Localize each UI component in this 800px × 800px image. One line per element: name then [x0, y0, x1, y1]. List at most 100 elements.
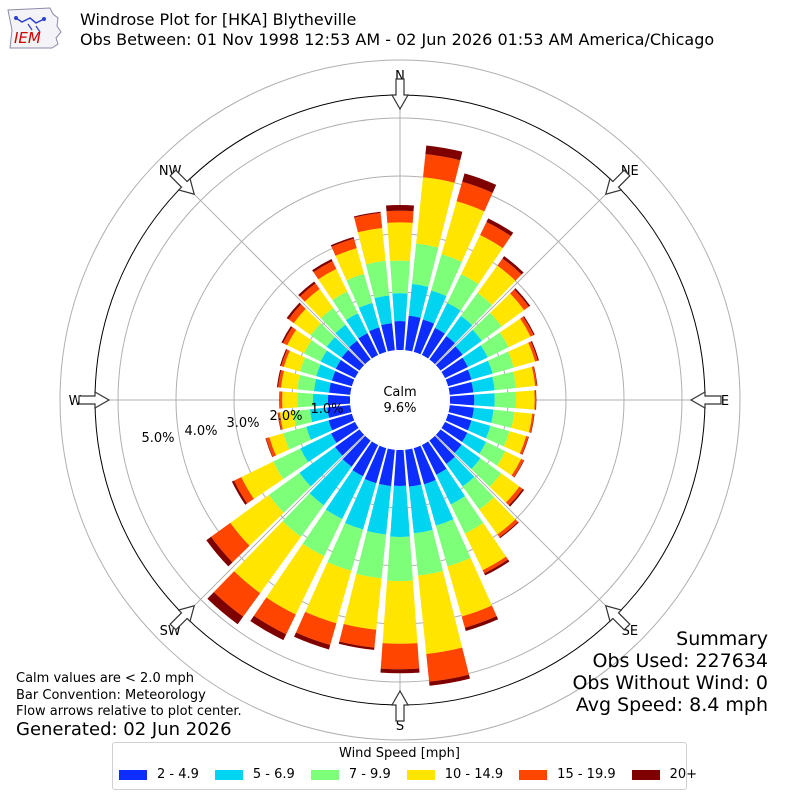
- windrose-bar-segment: [303, 340, 327, 362]
- windrose-bar-segment: [413, 530, 443, 576]
- windrose-bar-segment: [519, 435, 529, 455]
- legend-items: 2 - 4.9 5 - 6.9 7 - 9.9 10 - 14.9 15 - 1…: [119, 767, 713, 782]
- windrose-bar-segment: [369, 327, 387, 355]
- windrose-bar-segment: [279, 391, 281, 409]
- windrose-bar-segment: [486, 218, 514, 237]
- windrose-bar-segment: [382, 580, 418, 644]
- windrose-bar-segment: [431, 254, 462, 297]
- windrose-bar-segment: [530, 413, 535, 433]
- legend-item: 2 - 4.9: [119, 767, 199, 782]
- compass-label-e: E: [721, 394, 729, 409]
- flow-arrow-shape: [604, 169, 631, 196]
- windrose-bar-segment: [425, 145, 463, 161]
- windrose-bar-segment: [332, 291, 358, 321]
- windrose-bar-segment: [327, 394, 351, 406]
- windrose-bar-segment: [213, 571, 261, 617]
- windrose-bar-segment: [316, 364, 336, 381]
- windrose-bar-segment: [295, 611, 337, 645]
- windrose-bar-segment: [281, 326, 293, 344]
- windrose-bar-segment: [283, 426, 311, 450]
- windrose-bar-segment: [479, 497, 516, 535]
- windrose-bar-segment: [450, 496, 484, 534]
- windrose-bar-segment: [386, 210, 414, 223]
- windrose-bar-segment: [497, 451, 522, 476]
- windrose-bar-segment: [211, 522, 250, 563]
- flow-arrow-icon: [604, 604, 631, 631]
- windrose-bar-segment: [335, 359, 359, 379]
- windrose-bar-segment: [514, 288, 531, 307]
- windrose-bar-segment: [277, 412, 282, 430]
- windrose-bar-segment: [467, 360, 493, 380]
- compass-label-s: S: [396, 719, 404, 734]
- windrose-bar-segment: [268, 472, 311, 513]
- legend-label: 20+: [669, 767, 698, 782]
- calm-center: Calm 9.6%: [350, 350, 450, 450]
- windrose-bar-segment: [378, 448, 395, 487]
- windrose-bar-segment: [441, 201, 485, 262]
- iem-logo-graphic: IEM: [7, 7, 62, 49]
- windrose-bar-segment: [341, 349, 365, 371]
- flow-arrow-icon: [689, 390, 722, 410]
- windrose-bar-segment: [283, 350, 306, 372]
- windrose-bar-segment: [487, 351, 514, 374]
- windrose-bar-segment: [528, 341, 538, 362]
- windrose-bar-segment: [390, 260, 410, 294]
- windrose-bar-segment: [531, 366, 537, 387]
- windrose-bar-segment: [206, 536, 233, 567]
- windrose-bar-segment: [380, 668, 420, 674]
- legend-label: 15 - 19.9: [557, 767, 616, 782]
- legend-label: 2 - 4.9: [157, 767, 199, 782]
- summary-block: Summary Obs Used: 227634 Obs Without Win…: [572, 628, 768, 716]
- windrose-bar-segment: [327, 405, 352, 418]
- windrose-bar-segment: [435, 429, 462, 453]
- windrose-bar-segment: [436, 468, 466, 505]
- legend-item: 7 - 9.9: [310, 767, 391, 782]
- windrose-bar-segment: [455, 329, 482, 355]
- windrose-bar-segment: [520, 316, 534, 337]
- legend-item: 10 - 14.9: [406, 767, 503, 782]
- windrose-bar-segment: [279, 391, 283, 409]
- windrose-bar-segment: [423, 154, 461, 183]
- windrose-bar-segment: [293, 308, 321, 336]
- windrose-bar-segment: [302, 509, 343, 557]
- windrose-bar-segment: [300, 357, 321, 377]
- windrose-bar-segment: [462, 476, 495, 510]
- windrose-bar-segment: [511, 411, 533, 433]
- flow-note: Flow arrows relative to plot center.: [16, 704, 242, 719]
- windrose-bar-segment: [380, 643, 420, 670]
- windrose-bar-segment: [320, 350, 341, 369]
- windrose-bar-segment: [515, 390, 535, 410]
- windrose-bar-segment: [273, 448, 309, 480]
- windrose-bar-segment: [250, 615, 287, 641]
- windrose-bar-segment: [445, 369, 472, 387]
- windrose-bar-segment: [287, 329, 312, 354]
- windrose-bar-segment: [490, 293, 525, 327]
- windrose-bar-segment: [485, 425, 510, 447]
- windrose-bar-segment: [297, 392, 314, 408]
- summary-obs-without-wind: Obs Without Wind: 0: [572, 672, 768, 694]
- windrose-bar-segment: [392, 293, 408, 322]
- windrose-bar-segment: [508, 342, 536, 368]
- legend-item: 5 - 6.9: [214, 767, 295, 782]
- windrose-bar-segment: [523, 316, 535, 336]
- windrose-bar-segment: [477, 265, 516, 305]
- windrose-bar-segment: [446, 456, 475, 487]
- legend-swatch: [519, 769, 548, 780]
- windrose-bar-segment: [513, 366, 536, 389]
- legend-swatch: [214, 769, 243, 780]
- windrose-bar-segment: [310, 323, 335, 347]
- legend-swatch: [310, 769, 339, 780]
- flow-arrow-shape: [604, 604, 631, 631]
- windrose-bar-segment: [358, 333, 379, 359]
- windrose-bar-segment: [429, 435, 455, 464]
- grid-spoke: [183, 435, 365, 617]
- flow-arrow-shape: [169, 169, 196, 196]
- chart-subtitle: Obs Between: 01 Nov 1998 12:53 AM - 02 J…: [80, 30, 715, 49]
- windrose-bar-segment: [484, 559, 510, 576]
- flow-arrow-shape: [390, 689, 410, 722]
- windrose-bar-segment: [528, 413, 534, 433]
- windrose-bar-segment: [269, 433, 290, 456]
- windrose-bar-segment: [283, 327, 297, 346]
- windrose-bar-segment: [288, 304, 306, 324]
- windrose-bar-segment: [472, 312, 502, 341]
